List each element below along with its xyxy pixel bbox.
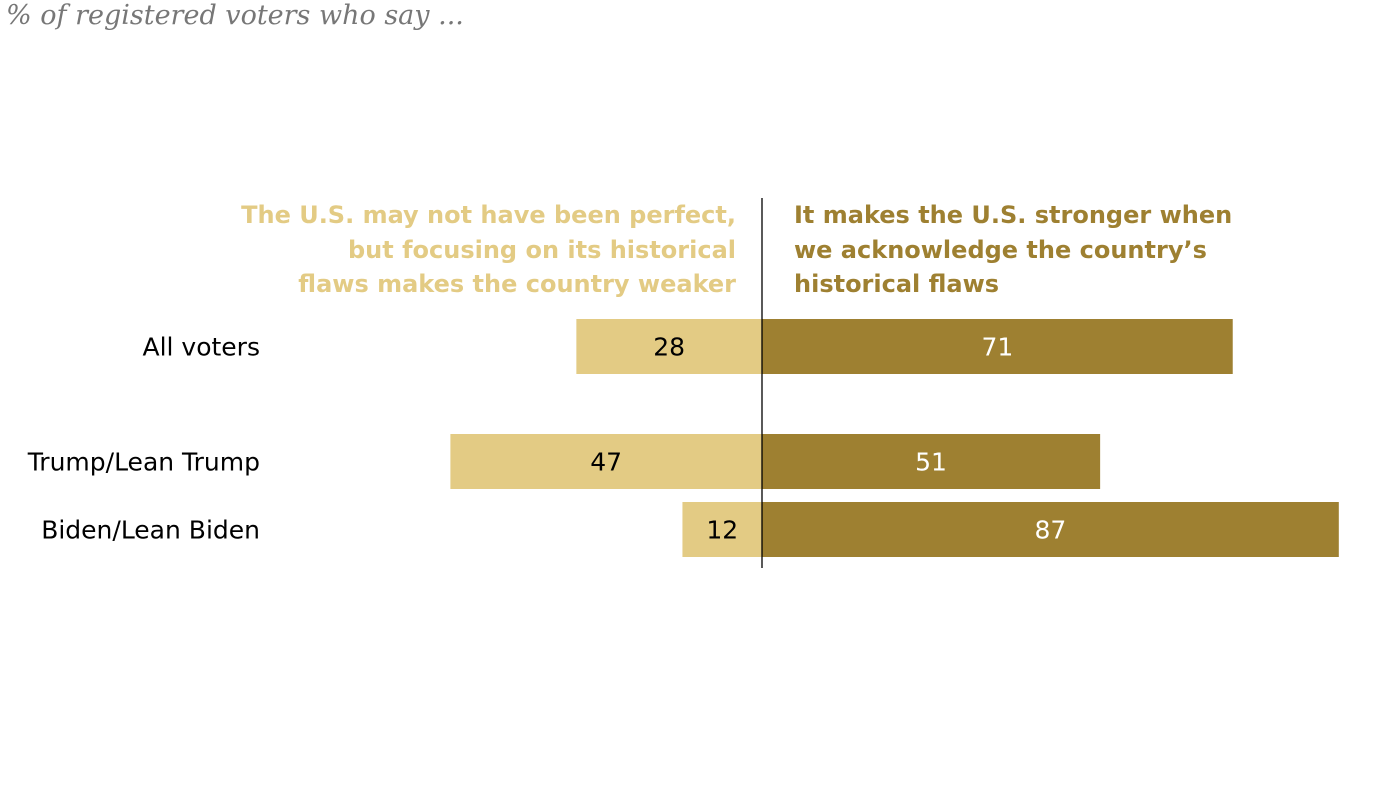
legend-weaker: The U.S. may not have been perfect, but f…: [216, 198, 736, 302]
legend-stronger: It makes the U.S. stronger when we acknow…: [794, 198, 1314, 302]
value-label-weaker: 12: [706, 516, 738, 545]
value-label-weaker: 47: [590, 448, 622, 477]
category-label: Biden/Lean Biden: [41, 516, 260, 545]
chart-subtitle: % of registered voters who say ...: [6, 0, 464, 31]
legend-line: The U.S. may not have been perfect,: [241, 201, 736, 229]
value-label-stronger: 51: [915, 448, 947, 477]
legend-line: historical flaws: [794, 270, 1000, 298]
category-label: All voters: [142, 333, 260, 362]
value-label-stronger: 87: [1034, 516, 1066, 545]
value-label-stronger: 71: [981, 333, 1013, 362]
bar-weaker: [576, 319, 762, 374]
bar-stronger: [762, 434, 1101, 489]
bar-weaker: [450, 434, 762, 489]
bar-stronger: [762, 502, 1339, 557]
legend-line: but focusing on its historical: [347, 235, 736, 264]
category-label: Trump/Lean Trump: [27, 448, 260, 477]
legend-line: It makes the U.S. stronger when: [794, 201, 1233, 229]
bar-stronger: [762, 319, 1233, 374]
legend-line: flaws makes the country weaker: [298, 270, 736, 298]
legend-line: we acknowledge the country’s: [794, 235, 1207, 264]
bar-weaker: [682, 502, 762, 557]
value-label-weaker: 28: [653, 333, 685, 362]
